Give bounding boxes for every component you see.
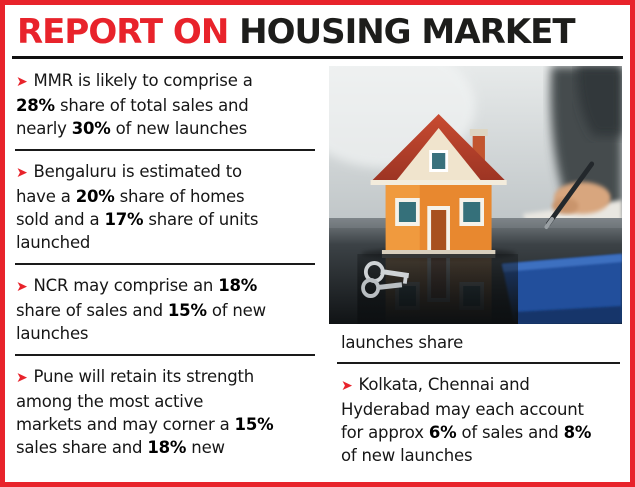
bullet-mmr: ➤ MMR is likely to comprise a 28% share o… [13, 61, 317, 148]
bullet-arrow-icon: ➤ [16, 165, 28, 181]
stat-value: 15% [167, 301, 207, 320]
stat-value: 15% [234, 415, 274, 434]
bullet-text: Bengaluru is estimated to have a [16, 162, 242, 206]
bullet-text: of new launches [16, 301, 266, 343]
bullet-bengaluru: ➤ Bengaluru is estimated to have a 20% sh… [13, 152, 317, 262]
left-column: ➤ MMR is likely to comprise a 28% share o… [13, 61, 317, 475]
bullet-text: sales share and [16, 438, 143, 457]
bullet-text: NCR may comprise an [33, 276, 219, 295]
right-column: launches share ➤ Kolkata, Chennai and Hyd… [329, 61, 622, 475]
stat-value: 30% [71, 119, 111, 138]
bullet-divider [15, 263, 315, 265]
bullet-text: of new launches [110, 119, 248, 138]
bullet-ncr: ➤ NCR may comprise an 18% share of sales … [13, 266, 317, 353]
bullet-text: Pune will retain its strength among the … [16, 367, 255, 434]
bullet-kolkata-chennai-hyderabad: ➤ Kolkata, Chennai and Hyderabad may each… [329, 365, 622, 475]
title-divider [12, 56, 623, 59]
stat-value: 28% [16, 96, 55, 115]
housing-photo-illustration [329, 66, 622, 324]
stat-value: 17% [104, 210, 144, 229]
bullet-text: share of homes sold and a [16, 187, 245, 229]
bullet-text: share of sales and [16, 301, 163, 320]
bullet-pune-continuation: launches share [341, 333, 464, 352]
bullet-pune: ➤ Pune will retain its strength among the… [13, 357, 317, 467]
stat-value: 18% [147, 438, 187, 457]
keys-icon [361, 261, 410, 298]
content-area: ➤ MMR is likely to comprise a 28% share o… [5, 59, 630, 475]
bullet-text: share of total sales and nearly [16, 96, 249, 138]
stat-value: 8% [563, 423, 592, 442]
page-title: REPORT ON HOUSING MARKET [5, 5, 630, 53]
hand-with-pen-icon [544, 161, 611, 229]
bullet-text: share of units launched [16, 210, 259, 252]
bullet-divider [337, 362, 620, 364]
title-report-on: REPORT ON [17, 12, 229, 52]
bullet-divider [15, 149, 315, 151]
bullet-text: of sales and [456, 423, 564, 442]
bullet-arrow-icon: ➤ [16, 370, 28, 386]
title-housing-market: HOUSING MARKET [228, 12, 575, 52]
blue-folder [501, 254, 622, 324]
bullet-arrow-icon: ➤ [16, 279, 28, 295]
stat-value: 20% [75, 187, 115, 206]
bullet-text: Kolkata, Chennai and Hyderabad may each … [341, 375, 584, 442]
bullet-text: new [186, 438, 225, 457]
bullet-arrow-icon: ➤ [16, 74, 28, 90]
bullet-divider [15, 354, 315, 356]
bullet-text: MMR is likely to comprise a [33, 71, 253, 90]
stat-value: 18% [218, 276, 258, 295]
bullet-text: of new launches [341, 446, 473, 465]
bullet-arrow-icon: ➤ [341, 378, 353, 394]
stat-value: 6% [428, 423, 457, 442]
model-house [370, 114, 507, 254]
person-in-suit [550, 66, 622, 221]
